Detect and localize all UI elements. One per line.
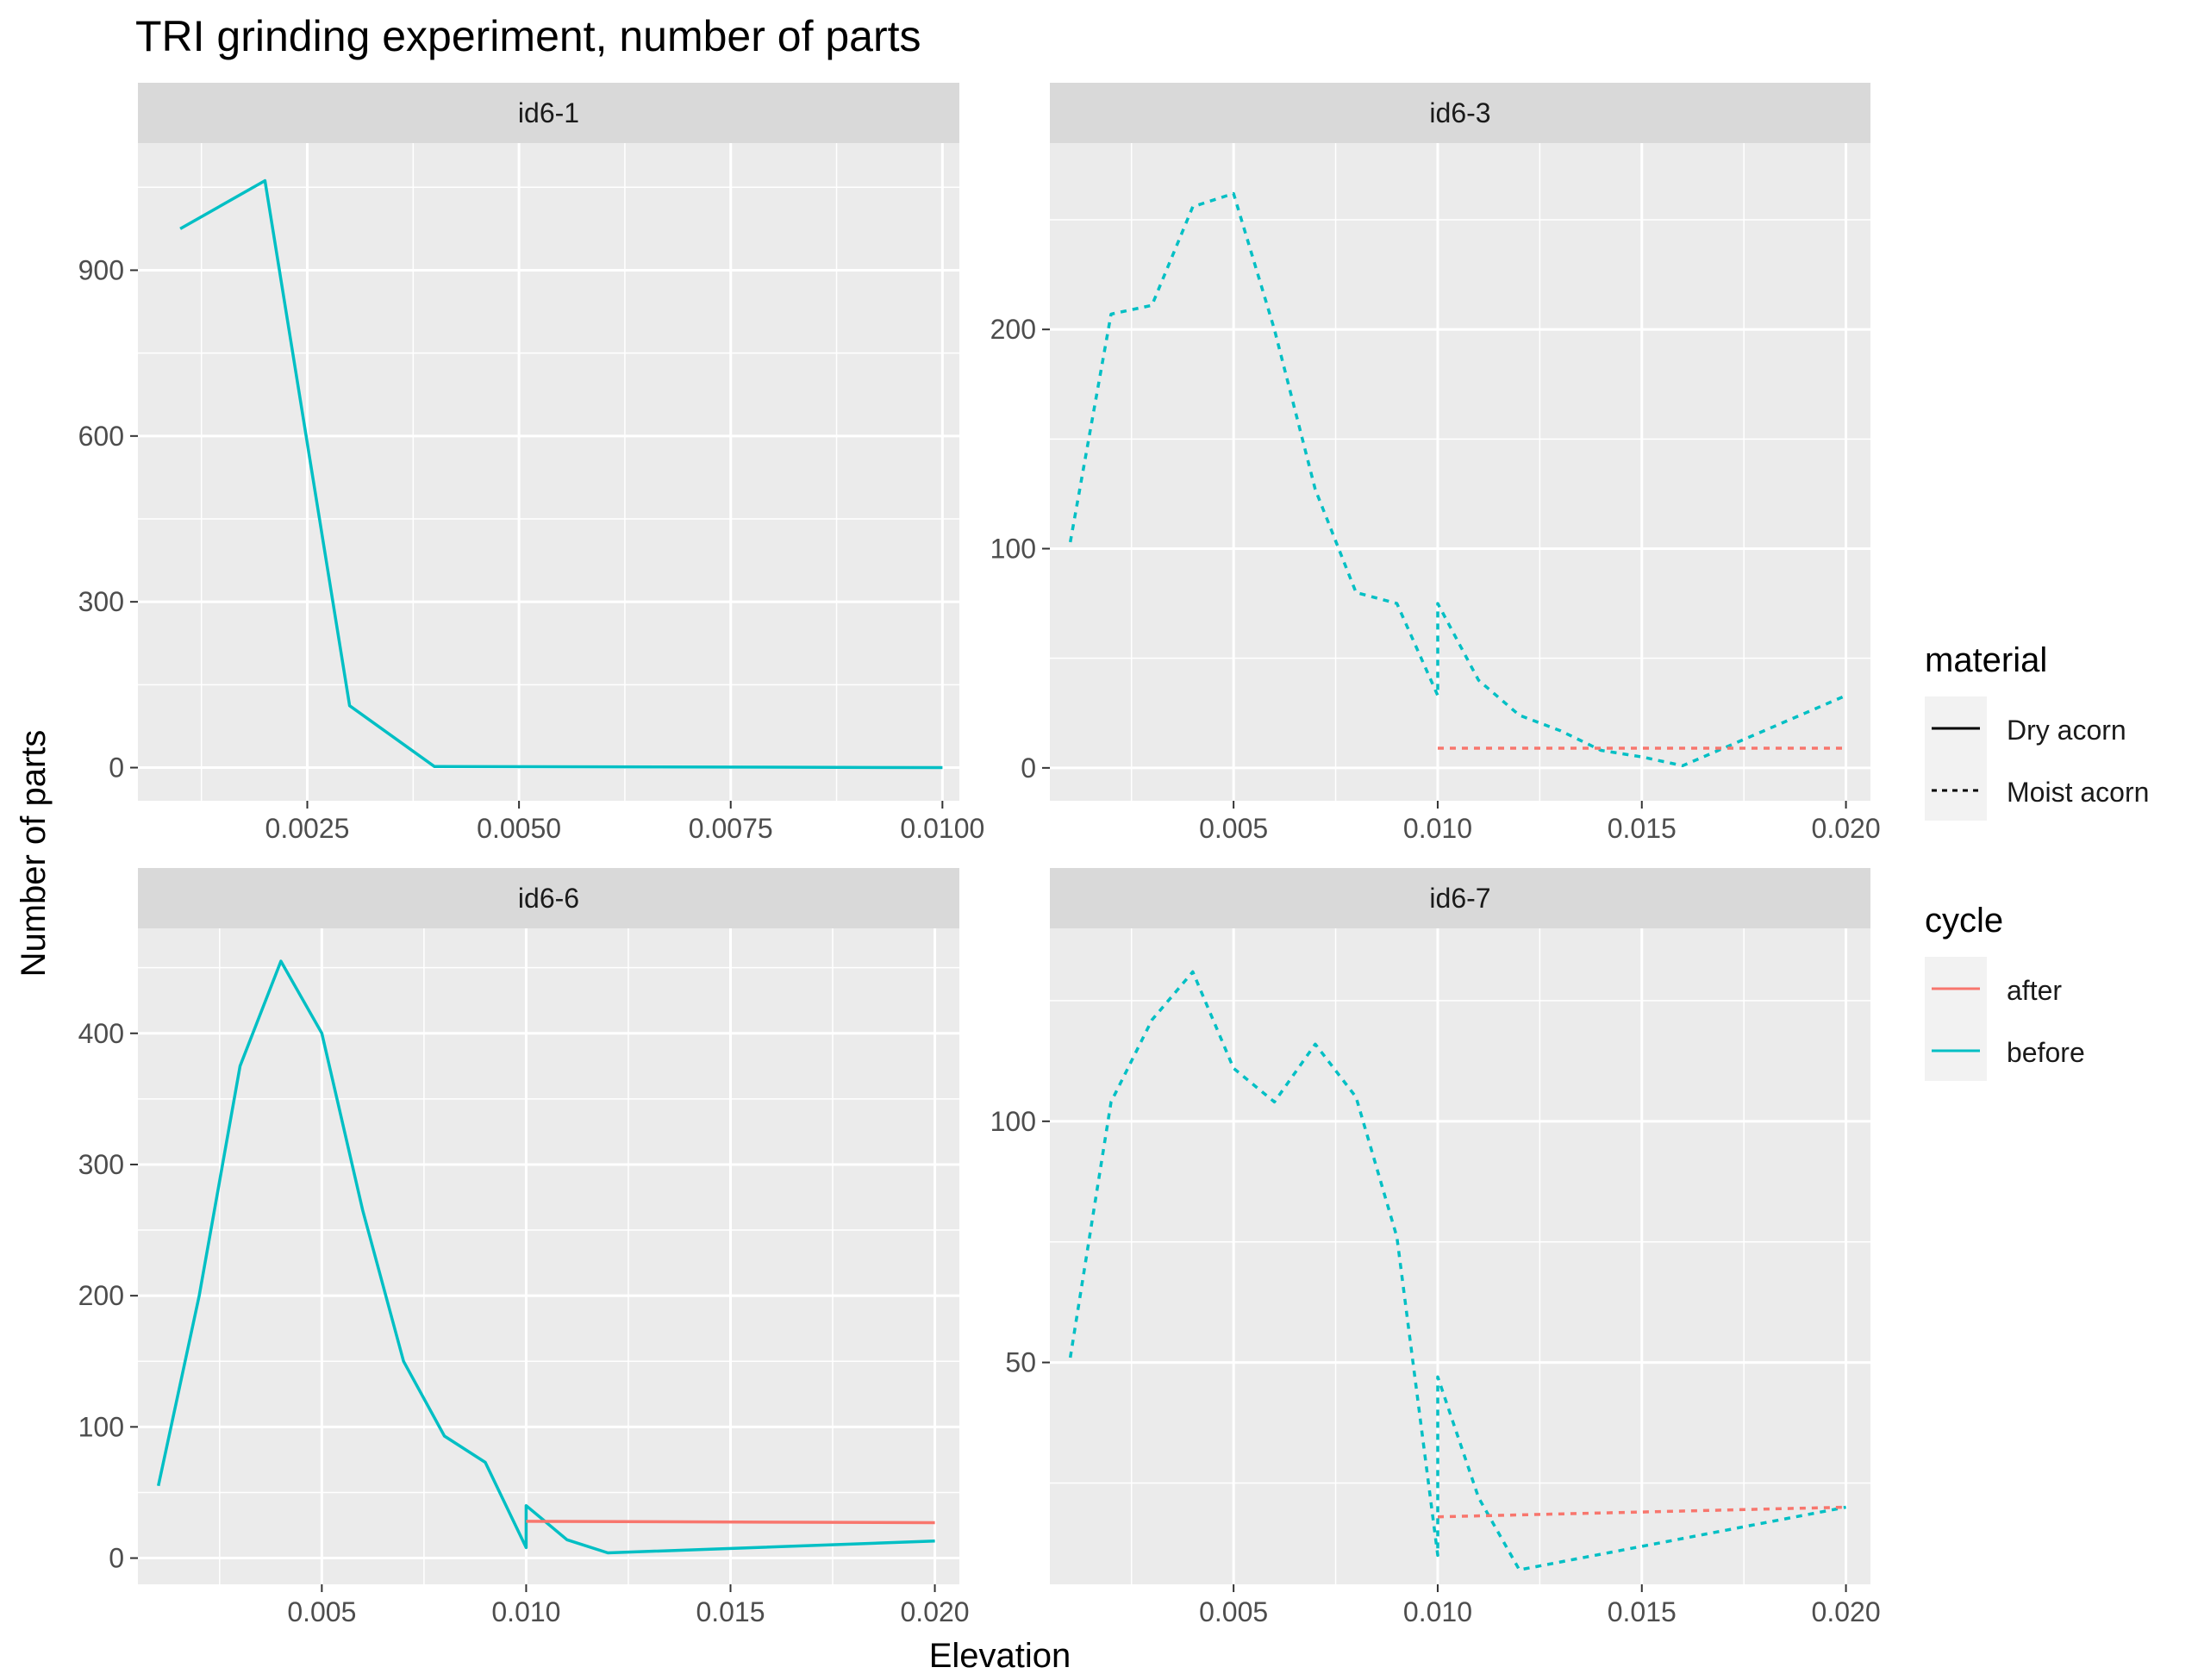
x-tick-label: 0.0025 bbox=[265, 813, 350, 844]
panel-background bbox=[1050, 143, 1870, 801]
x-tick-label: 0.005 bbox=[1199, 1596, 1268, 1627]
legend-cycle-title: cycle bbox=[1925, 902, 2003, 940]
y-tick-label: 900 bbox=[78, 254, 124, 285]
x-tick-label: 0.005 bbox=[1199, 813, 1268, 844]
panel-background bbox=[138, 928, 959, 1584]
x-tick-label: 0.020 bbox=[1812, 1596, 1881, 1627]
y-tick-label: 100 bbox=[990, 1106, 1036, 1137]
facet-strip-label: id6-7 bbox=[1429, 883, 1490, 914]
legend-cycle-key-box bbox=[1925, 957, 1987, 1081]
legend-moist-acorn-label: Moist acorn bbox=[2007, 777, 2149, 808]
x-tick-label: 0.010 bbox=[1403, 1596, 1472, 1627]
x-tick-label: 0.0100 bbox=[900, 813, 984, 844]
facet-strip bbox=[1050, 868, 1870, 928]
legend: material Dry acorn Moist acorn cycle aft… bbox=[1925, 641, 2149, 1081]
x-tick-label: 0.020 bbox=[1812, 813, 1881, 844]
x-tick-label: 0.015 bbox=[696, 1596, 765, 1627]
series-line-before-dry-acorn bbox=[179, 178, 943, 770]
legend-material-title: material bbox=[1925, 641, 2047, 679]
series-line-before-moist-acorn bbox=[1068, 970, 1846, 1571]
y-tick-label: 100 bbox=[990, 534, 1036, 565]
panel-background bbox=[138, 143, 959, 801]
facet-strip bbox=[138, 83, 959, 143]
series-line-before-dry-acorn bbox=[156, 959, 935, 1555]
x-axis-label: Elevation bbox=[929, 1637, 1071, 1675]
x-tick-label: 0.010 bbox=[1403, 813, 1472, 844]
chart-title: TRI grinding experiment, number of parts bbox=[135, 12, 921, 60]
series-line-after-moist-acorn bbox=[1437, 1505, 1846, 1519]
facet-panel-id6-6: id6-6 0.005 0.010 0.015 0.020 0 100 200 300 400 bbox=[78, 868, 970, 1627]
y-tick-label: 400 bbox=[78, 1018, 124, 1049]
legend-dry-acorn-label: Dry acorn bbox=[2007, 715, 2126, 746]
y-axis-label: Number of parts bbox=[15, 730, 53, 977]
facet-strip-label: id6-6 bbox=[518, 883, 579, 914]
facet-strip bbox=[138, 868, 959, 928]
y-tick-label: 200 bbox=[990, 314, 1036, 345]
facet-panels: id6-10.0025 0.0050 0.0075 0.01000300600900i… bbox=[78, 83, 1881, 1627]
y-tick-label: 100 bbox=[78, 1411, 124, 1442]
y-tick-label: 50 bbox=[1005, 1347, 1036, 1378]
x-tick-label: 0.005 bbox=[287, 1596, 356, 1627]
x-tick-label: 0.0050 bbox=[477, 813, 561, 844]
y-tick-label: 300 bbox=[78, 1149, 124, 1180]
facet-strip bbox=[1050, 83, 1870, 143]
legend-material-key-box bbox=[1925, 696, 1987, 821]
legend-before-label: before bbox=[2007, 1037, 2085, 1068]
facet-strip-label: id6-1 bbox=[518, 97, 579, 128]
y-tick-label: 600 bbox=[78, 421, 124, 452]
x-tick-label: 0.020 bbox=[901, 1596, 970, 1627]
y-tick-label: 0 bbox=[109, 1543, 124, 1574]
x-tick-label: 0.010 bbox=[491, 1596, 560, 1627]
x-tick-label: 0.015 bbox=[1608, 1596, 1677, 1627]
facet-strip-label: id6-3 bbox=[1429, 97, 1490, 128]
series-line-before-moist-acorn bbox=[1068, 191, 1847, 768]
y-tick-label: 0 bbox=[109, 753, 124, 784]
y-tick-label: 200 bbox=[78, 1280, 124, 1311]
x-tick-label: 0.015 bbox=[1608, 813, 1677, 844]
panel-background bbox=[1050, 928, 1870, 1584]
facet-panel-id6-3: id6-3 0.005 0.010 0.015 0.020 0 100 200 bbox=[990, 83, 1881, 844]
x-tick-label: 0.0075 bbox=[689, 813, 773, 844]
facet-panel-id6-1: id6-1 0.0025 0.0050 0.0075 0.0100 0 300 600 900 bbox=[78, 83, 984, 844]
facet-panel-id6-7: id6-7 0.005 0.010 0.015 0.020 50 100 bbox=[990, 868, 1881, 1627]
legend-after-label: after bbox=[2007, 975, 2062, 1006]
series-line-after-dry-acorn bbox=[526, 1520, 935, 1525]
y-tick-label: 300 bbox=[78, 586, 124, 617]
y-tick-label: 0 bbox=[1021, 753, 1036, 784]
